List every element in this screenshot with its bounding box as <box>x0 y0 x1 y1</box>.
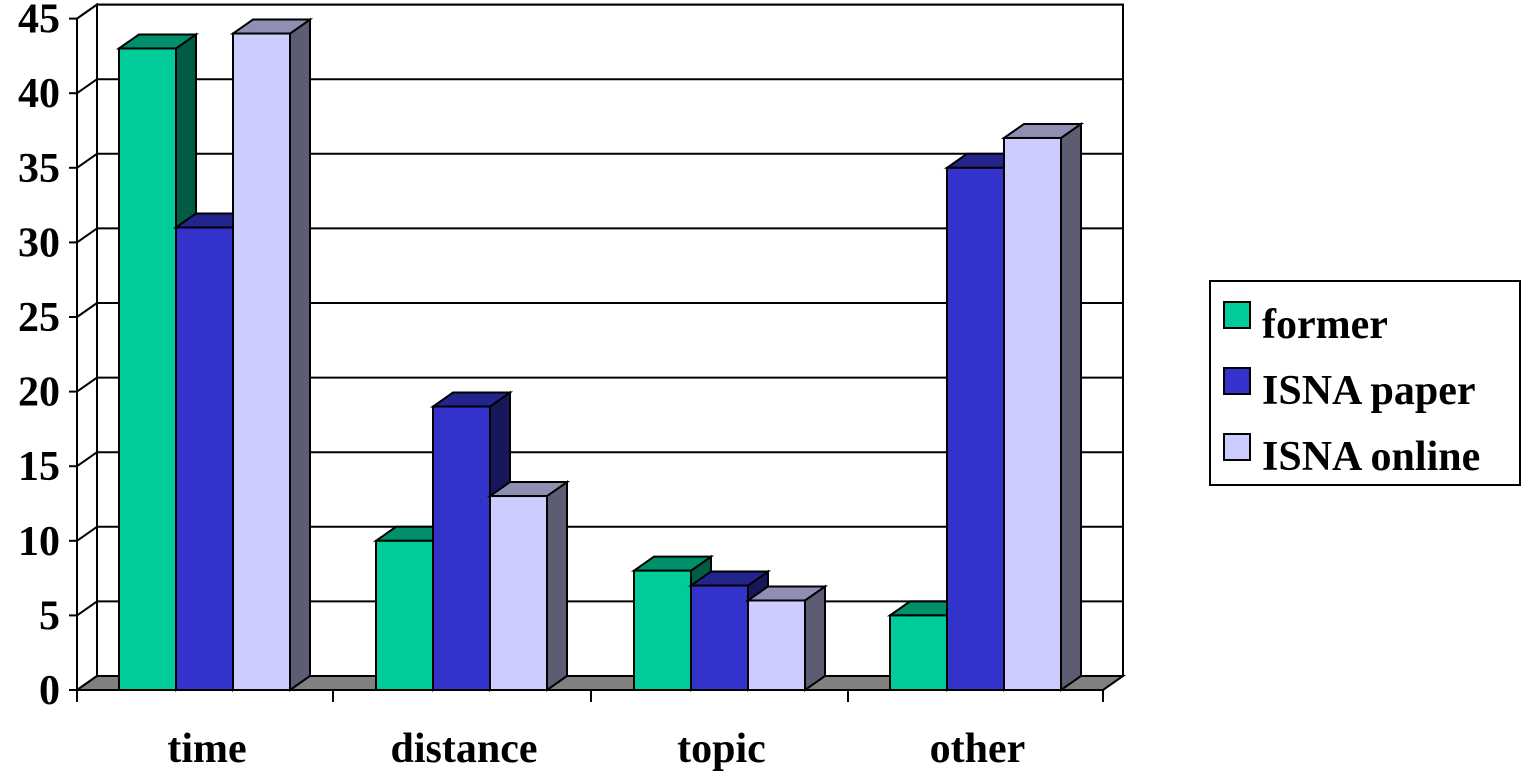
bar-front <box>432 405 491 691</box>
x-tick-label-other: other <box>930 726 1026 772</box>
gridline-side-20 <box>76 376 98 393</box>
gridline-side-25 <box>76 302 98 318</box>
x-tick-label-topic: topic <box>677 726 766 772</box>
y-tick-label-15: 15 <box>18 444 60 490</box>
bar-front <box>747 599 806 691</box>
gridline-side-30 <box>76 227 98 244</box>
gridline-side-45 <box>76 3 98 20</box>
y-tick-label-40: 40 <box>18 71 60 117</box>
bar-side <box>1060 122 1082 692</box>
bar-side <box>546 480 568 692</box>
y-tick-label-20: 20 <box>18 370 60 416</box>
bars-group <box>115 17 1085 692</box>
legend-label-1: ISNA paper <box>1262 368 1476 414</box>
bar-distance-isna-online <box>486 480 571 692</box>
gridline-side-5 <box>76 600 98 617</box>
bar-time-isna-online <box>229 17 314 692</box>
gridline-side-40 <box>76 78 98 95</box>
bar-topic-isna-online <box>744 584 829 692</box>
bar-front <box>889 614 948 692</box>
side-wall <box>76 2 98 692</box>
x-tick-label-time: time <box>167 726 246 772</box>
bar-front <box>175 226 234 691</box>
bar-other-isna-online <box>1000 122 1085 692</box>
legend: former ISNA paper ISNA online <box>1209 280 1521 486</box>
bar-front <box>633 569 692 692</box>
y-tick-label-10: 10 <box>18 519 60 565</box>
legend-swatch-2 <box>1223 433 1251 461</box>
bar-front <box>118 47 177 691</box>
bar-front <box>946 166 1005 692</box>
bar-front <box>690 584 749 691</box>
y-tick-label-45: 45 <box>18 0 60 43</box>
legend-box <box>1209 280 1521 486</box>
legend-swatch-0 <box>1223 301 1251 329</box>
y-tick-label-35: 35 <box>18 146 60 192</box>
bar-front <box>489 495 548 692</box>
y-tick-label-5: 5 <box>39 593 60 639</box>
bar-side <box>289 17 311 692</box>
gridline-side-35 <box>76 152 98 169</box>
legend-label-2: ISNA online <box>1262 434 1480 480</box>
gridline-side-10 <box>76 525 98 542</box>
axes-group: 0 5 10 15 20 25 30 35 40 45 time distance topic other <box>18 0 1104 772</box>
bar-front <box>1003 136 1062 691</box>
y-tick-label-0: 0 <box>39 668 60 714</box>
gridline-side-15 <box>76 451 98 468</box>
legend-swatch-1 <box>1223 367 1251 395</box>
bar-front <box>375 539 434 691</box>
y-tick-label-25: 25 <box>18 295 60 341</box>
y-tick-label-30: 30 <box>18 220 60 266</box>
bar-side <box>804 584 826 692</box>
bar-front <box>232 32 291 691</box>
legend-label-0: former <box>1262 302 1388 348</box>
x-tick-label-distance: distance <box>391 726 538 772</box>
